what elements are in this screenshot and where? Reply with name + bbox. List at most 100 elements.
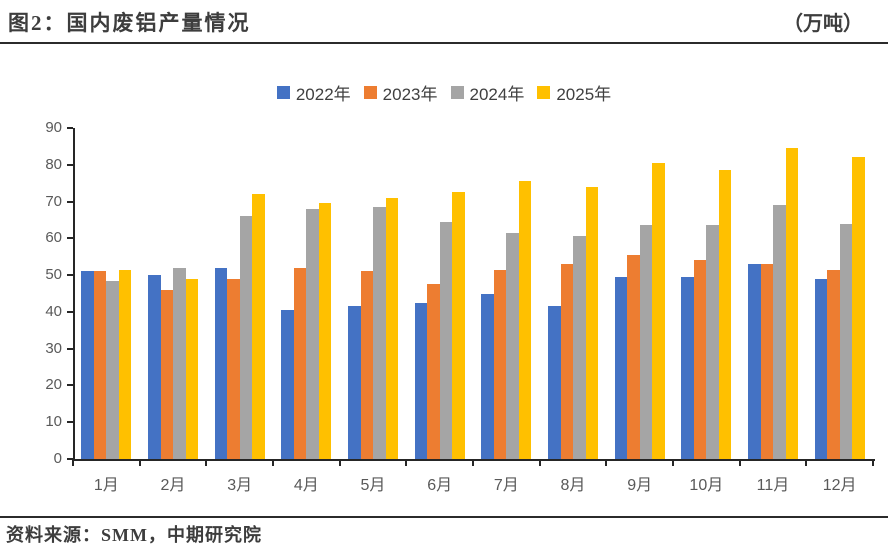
bar [214,267,228,459]
legend-swatch-icon [276,86,290,99]
y-axis-tick [67,163,73,166]
bar [585,186,598,459]
bar [506,232,519,459]
bar [106,280,119,459]
legend-swatch-icon [537,86,551,99]
y-axis-label: 10 [45,413,62,431]
bar [385,197,398,459]
y-axis-label: 90 [45,119,62,136]
x-axis-label: 4月 [293,477,319,494]
bar [293,267,307,459]
x-axis-tick [338,459,341,466]
legend-label: 2024年 [469,85,525,104]
bar [173,267,186,459]
legend-swatch-icon [450,86,464,99]
bar [785,148,798,459]
bar [852,157,865,459]
legend-label: 2022年 [295,85,351,104]
legend-item-2023年: 2023年 [363,80,438,105]
bar [518,181,532,459]
y-axis-tick [67,127,73,129]
x-axis-tick [138,459,141,466]
x-axis-tick [405,459,408,466]
bar [839,223,853,459]
y-axis-label: 0 [53,450,62,467]
bar [439,221,453,459]
bar [827,269,840,459]
legend-swatch-icon [363,86,377,99]
x-axis-label: 1月 [93,477,119,494]
x-axis-label: 12月 [822,477,857,494]
bar [452,192,465,459]
y-axis-label: 30 [45,339,62,357]
footer-divider [0,516,888,518]
bar [227,278,240,459]
bar [118,269,132,459]
unit-label: （万吨） [783,13,863,35]
y-axis-label: 80 [45,155,62,173]
x-axis-tick [605,459,608,466]
figure-title: 图2：国内废铝产量情况 [8,11,251,35]
bar [360,271,373,459]
y-axis-label: 40 [45,302,62,320]
x-axis-label: 8月 [560,477,586,494]
x-axis-tick [472,459,474,466]
y-axis-label: 20 [45,376,62,394]
y-axis-tick [67,237,73,240]
bar [652,162,665,459]
x-axis-tick [538,459,541,466]
x-axis-label: 7月 [493,477,519,494]
bar [306,208,319,459]
y-axis-label: 50 [45,266,62,284]
bar [614,276,628,459]
x-axis-tick [272,459,274,466]
bar [706,225,719,459]
bar [281,310,294,459]
bar [318,203,332,459]
x-axis-label: 5月 [360,477,386,494]
axis-frame [73,128,875,461]
bar [639,225,653,459]
bar [718,170,732,459]
bar [481,293,494,459]
legend-label: 2023年 [382,85,438,104]
bar [185,278,198,459]
bar [681,276,694,459]
bar [760,264,773,459]
y-axis-tick [67,274,73,277]
bar [748,264,761,459]
legend-item-2022年: 2022年 [276,80,351,105]
y-axis-label: 70 [45,192,62,210]
y-axis-tick [67,200,73,203]
x-axis-label: 2月 [160,477,186,494]
y-axis-tick [67,310,73,313]
x-axis-label: 9月 [627,477,653,494]
y-axis-tick [67,458,73,460]
x-axis-tick [205,459,208,466]
bar [548,306,561,459]
bar [93,271,107,459]
legend-item-2024年: 2024年 [450,80,525,105]
x-axis-tick [738,459,741,466]
bar [148,275,161,459]
bar [814,278,828,459]
bar [560,264,573,459]
chart-legend: 2022年 2023年 2024年 2025年 [0,80,888,105]
x-axis-tick [805,459,808,466]
bar [81,271,94,459]
bar [573,236,586,459]
x-axis-tick [672,459,674,466]
header-divider [0,42,888,44]
x-axis-tick [72,459,74,466]
x-axis-label: 11月 [756,477,790,494]
y-axis-label: 60 [45,229,62,247]
legend-label: 2025年 [556,85,612,104]
bar [627,254,640,459]
bar [693,260,707,459]
y-axis-tick [67,421,73,424]
x-axis-label: 3月 [227,477,253,494]
bar [239,216,253,459]
x-axis-tick [872,459,874,466]
bar [427,284,440,459]
